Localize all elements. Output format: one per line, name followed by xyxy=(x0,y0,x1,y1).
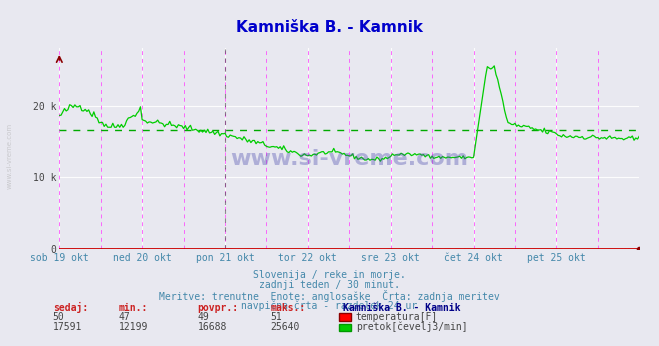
Text: maks.:: maks.: xyxy=(270,303,305,313)
Text: Slovenija / reke in morje.: Slovenija / reke in morje. xyxy=(253,270,406,280)
Text: temperatura[F]: temperatura[F] xyxy=(356,312,438,321)
Text: Meritve: trenutne  Enote: anglosaške  Črta: zadnja meritev: Meritve: trenutne Enote: anglosaške Črta… xyxy=(159,290,500,302)
Text: 50: 50 xyxy=(53,312,65,321)
Text: zadnji teden / 30 minut.: zadnji teden / 30 minut. xyxy=(259,281,400,290)
Text: 47: 47 xyxy=(119,312,130,321)
Text: 17591: 17591 xyxy=(53,322,82,332)
Text: 51: 51 xyxy=(270,312,282,321)
Text: 49: 49 xyxy=(198,312,210,321)
Text: min.:: min.: xyxy=(119,303,148,313)
Text: www.si-vreme.com: www.si-vreme.com xyxy=(7,122,13,189)
Text: www.si-vreme.com: www.si-vreme.com xyxy=(230,149,469,169)
Text: pretok[čevelj3/min]: pretok[čevelj3/min] xyxy=(356,322,467,332)
Text: sedaj:: sedaj: xyxy=(53,302,88,313)
Text: 12199: 12199 xyxy=(119,322,148,332)
Text: navpična črta - razdelek 24 ur: navpična črta - razdelek 24 ur xyxy=(241,301,418,311)
Text: Kamniška B. - Kamnik: Kamniška B. - Kamnik xyxy=(236,20,423,35)
Text: Kamniška B. - Kamnik: Kamniška B. - Kamnik xyxy=(343,303,460,313)
Text: 16688: 16688 xyxy=(198,322,227,332)
Text: povpr.:: povpr.: xyxy=(198,303,239,313)
Text: 25640: 25640 xyxy=(270,322,300,332)
